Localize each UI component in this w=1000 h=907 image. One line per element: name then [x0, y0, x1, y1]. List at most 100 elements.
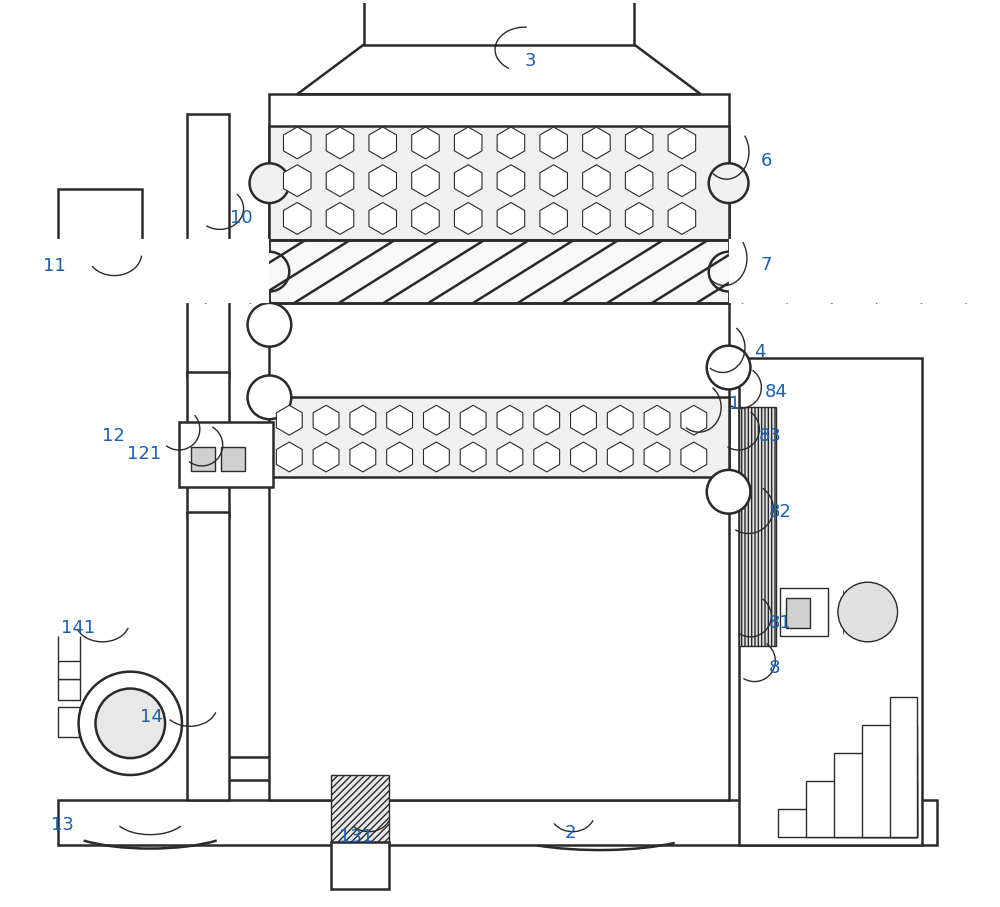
Polygon shape [313, 442, 339, 472]
Bar [331, 775, 389, 844]
Polygon shape [607, 442, 633, 472]
Polygon shape [297, 44, 701, 94]
Text: 141: 141 [61, 619, 95, 637]
Text: 14: 14 [140, 708, 163, 727]
Bar [269, 240, 729, 303]
Text: 82: 82 [768, 502, 791, 521]
Circle shape [707, 470, 750, 513]
Circle shape [707, 346, 750, 389]
Polygon shape [644, 442, 670, 472]
Polygon shape [497, 442, 523, 472]
Polygon shape [313, 405, 339, 435]
Text: 4: 4 [754, 343, 766, 361]
Bar [187, 512, 229, 800]
Bar [187, 373, 229, 517]
Text: 13: 13 [51, 815, 74, 834]
Text: 83: 83 [758, 427, 781, 445]
Polygon shape [583, 127, 610, 159]
Polygon shape [668, 165, 696, 197]
Polygon shape [454, 127, 482, 159]
Polygon shape [583, 165, 610, 197]
Bar [221, 447, 245, 471]
Polygon shape [540, 165, 567, 197]
Polygon shape [625, 165, 653, 197]
Polygon shape [681, 442, 707, 472]
Polygon shape [571, 442, 596, 472]
Bar [3, 239, 269, 303]
Polygon shape [540, 127, 567, 159]
Bar [364, 0, 634, 44]
Polygon shape [387, 442, 413, 472]
Polygon shape [497, 405, 523, 435]
Circle shape [838, 582, 898, 642]
Polygon shape [460, 405, 486, 435]
Bar [806, 781, 917, 836]
Bar [269, 126, 729, 240]
Polygon shape [369, 202, 396, 234]
Polygon shape [276, 405, 302, 435]
Polygon shape [534, 405, 560, 435]
Text: 2: 2 [565, 824, 576, 842]
Polygon shape [540, 202, 567, 234]
Text: 6: 6 [760, 151, 772, 170]
Polygon shape [668, 127, 696, 159]
Polygon shape [644, 405, 670, 435]
Polygon shape [369, 127, 396, 159]
Circle shape [709, 163, 748, 203]
Polygon shape [534, 442, 560, 472]
Polygon shape [369, 165, 396, 197]
Bar [331, 842, 389, 890]
Text: 81: 81 [768, 614, 791, 632]
Bar [191, 447, 215, 471]
Polygon shape [283, 165, 311, 197]
Bar [786, 598, 810, 628]
Bar [269, 240, 729, 303]
Polygon shape [423, 442, 449, 472]
Circle shape [250, 252, 289, 291]
Bar [780, 588, 828, 636]
Circle shape [79, 672, 182, 775]
Polygon shape [326, 127, 354, 159]
Bar [834, 753, 917, 836]
Polygon shape [283, 202, 311, 234]
Polygon shape [387, 405, 413, 435]
Bar [58, 678, 80, 700]
Polygon shape [412, 202, 439, 234]
Text: 121: 121 [127, 445, 162, 463]
Circle shape [248, 375, 291, 419]
Bar [58, 800, 937, 844]
Bar [890, 697, 917, 836]
Text: 12: 12 [102, 427, 125, 445]
Polygon shape [350, 405, 376, 435]
Polygon shape [326, 165, 354, 197]
Circle shape [95, 688, 165, 758]
Polygon shape [283, 127, 311, 159]
Bar [58, 660, 80, 678]
Bar [187, 114, 229, 377]
Polygon shape [423, 405, 449, 435]
Polygon shape [460, 442, 486, 472]
Bar [269, 94, 729, 800]
Polygon shape [681, 405, 707, 435]
Bar [739, 407, 776, 646]
Polygon shape [583, 202, 610, 234]
Text: 8: 8 [768, 658, 780, 677]
Polygon shape [607, 405, 633, 435]
Text: 1: 1 [729, 395, 740, 414]
Polygon shape [412, 127, 439, 159]
Circle shape [250, 163, 289, 203]
Polygon shape [571, 405, 596, 435]
Circle shape [709, 252, 748, 291]
Polygon shape [326, 202, 354, 234]
Polygon shape [668, 202, 696, 234]
Bar [778, 809, 917, 836]
Polygon shape [625, 202, 653, 234]
Polygon shape [454, 165, 482, 197]
Bar [179, 422, 273, 487]
Bar [58, 707, 80, 737]
Polygon shape [454, 202, 482, 234]
Polygon shape [497, 202, 525, 234]
Polygon shape [497, 165, 525, 197]
Text: 84: 84 [764, 384, 787, 402]
Polygon shape [276, 442, 302, 472]
